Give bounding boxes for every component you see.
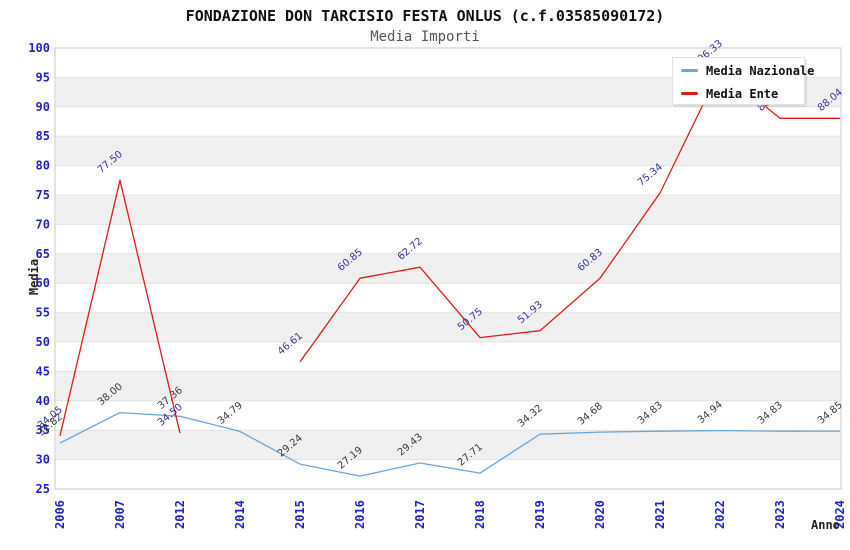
legend-item-media-ente: Media Ente (681, 83, 804, 104)
legend: Media Nazionale Media Ente (672, 57, 814, 105)
x-tick-label: 2014 (233, 500, 247, 529)
data-label: 34.83 (636, 400, 665, 427)
data-label: 34.83 (756, 400, 785, 427)
y-tick-label: 45 (36, 364, 50, 378)
x-tick-label: 2021 (653, 500, 667, 529)
y-tick-label: 90 (36, 100, 50, 114)
x-tick-label: 2016 (353, 500, 367, 529)
y-tick-label: 40 (36, 394, 50, 408)
x-tick-label: 2006 (53, 500, 67, 529)
series-line-media-nazionale (59, 411, 841, 477)
legend-label-media-nazionale: Media Nazionale (706, 63, 815, 78)
x-tick-label: 2015 (293, 500, 307, 529)
y-tick-label: 35 (36, 423, 50, 437)
legend-label-media-ente: Media Ente (706, 86, 779, 101)
data-label: 34.32 (516, 403, 545, 430)
y-tick-label: 25 (36, 482, 50, 496)
data-label: 34.79 (216, 400, 245, 427)
x-tick-label: 2018 (473, 500, 487, 529)
x-tick-label: 2007 (113, 500, 127, 529)
y-tick-label: 75 (36, 188, 50, 202)
y-tick-label: 70 (36, 217, 50, 231)
y-axis-title: Media (27, 258, 41, 296)
y-tick-label: 65 (36, 247, 50, 261)
legend-item-media-nazionale: Media Nazionale (681, 60, 814, 81)
plot-border (54, 47, 842, 490)
legend-swatch-media-nazionale (681, 69, 698, 72)
data-label: 34.94 (696, 399, 725, 426)
plot-band (56, 312, 840, 342)
legend-swatch-media-ente (681, 92, 698, 95)
x-axis-title: Anno (811, 518, 840, 532)
plot-band (56, 430, 840, 460)
y-tick-label: 30 (36, 453, 50, 467)
plot-band (56, 136, 840, 166)
series-line-media-ente (59, 179, 181, 436)
y-tick-label: 80 (36, 159, 50, 173)
x-tick-label: 2012 (173, 500, 187, 529)
x-tick-label: 2023 (773, 500, 787, 529)
y-tick-label: 50 (36, 335, 50, 349)
x-tick-label: 2017 (413, 500, 427, 529)
plot-band (56, 195, 840, 225)
y-tick-label: 100 (28, 41, 50, 55)
y-tick-label: 55 (36, 306, 50, 320)
data-label: 34.68 (576, 401, 605, 428)
chart-title: FONDAZIONE DON TARCISIO FESTA ONLUS (c.f… (185, 7, 665, 25)
y-tick-label: 95 (36, 70, 50, 84)
y-tick-label: 85 (36, 129, 50, 143)
chart-subtitle: Media Importi (370, 29, 480, 45)
x-tick-label: 2022 (713, 500, 727, 529)
x-tick-label: 2024 (833, 500, 847, 529)
x-tick-label: 2019 (533, 500, 547, 529)
x-tick-label: 2020 (593, 500, 607, 529)
y-tick-label: 60 (36, 276, 50, 290)
plot-band (56, 371, 840, 401)
plot-band (56, 253, 840, 284)
